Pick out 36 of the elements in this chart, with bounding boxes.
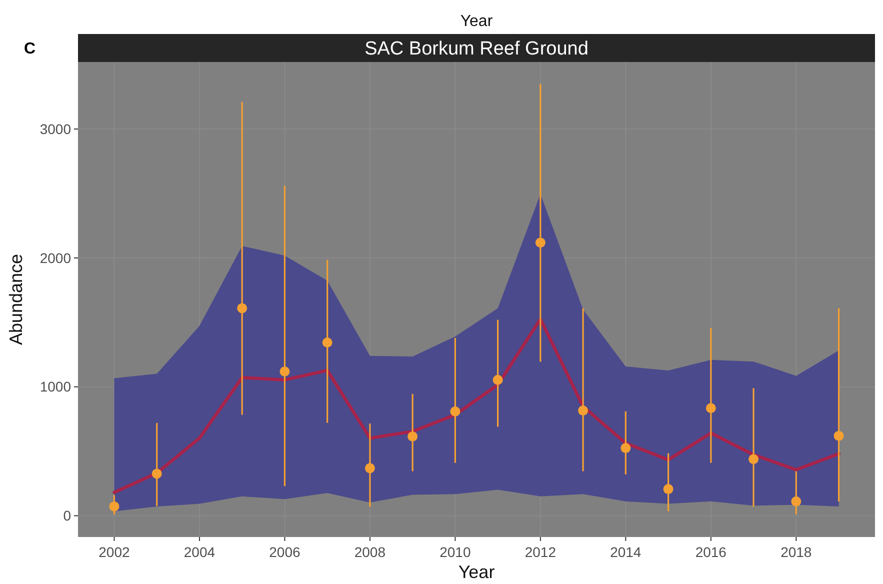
x-tick-label: 2012 [524,544,556,560]
y-tick-label: 2000 [40,250,72,266]
point [663,484,674,494]
point [578,406,588,416]
y-tick-label: 1000 [40,378,72,395]
point [706,403,716,414]
line-series [112,318,840,494]
text: Year [460,13,494,30]
x-tick-label: 2002 [98,544,130,560]
point [620,443,631,454]
x-tick-label: 2004 [184,544,216,560]
x-tick-label: 2018 [780,544,812,560]
point [237,303,248,314]
point [408,431,418,442]
point [109,501,120,512]
x-tick-label: 2016 [695,544,727,560]
x-axis-title: Year [458,562,495,582]
point [535,238,546,248]
point [364,463,375,474]
x-tick-label: 2008 [354,544,386,560]
point [322,337,332,348]
point [791,496,802,506]
chart-title: SAC Borkum Reef Ground [364,38,588,60]
point [450,406,460,416]
y-tick-label: 0 [63,508,72,524]
point [280,366,290,376]
y-tick-label: 3000 [40,120,72,137]
point [152,468,162,479]
point [748,454,759,464]
y-axis-title: Abundance [6,254,26,346]
x-tick-label: 2010 [440,544,471,560]
text: C [24,40,36,58]
x-tick-label: 2014 [610,544,642,560]
point [834,430,844,441]
point [492,374,503,385]
x-tick-label: 2006 [269,544,300,560]
